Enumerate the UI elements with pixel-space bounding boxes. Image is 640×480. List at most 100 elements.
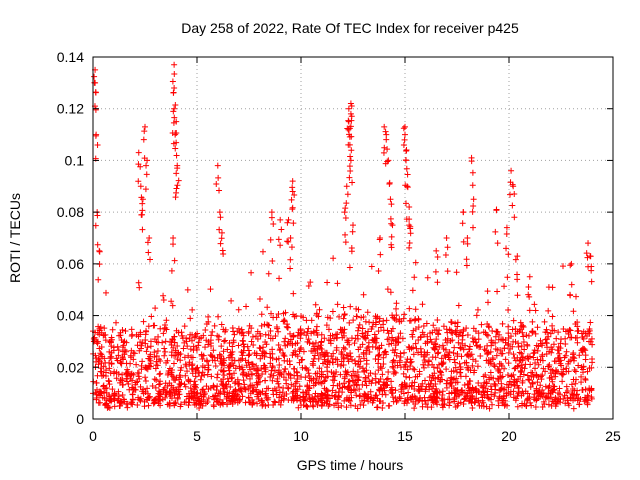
data-point bbox=[562, 328, 569, 335]
data-point bbox=[262, 402, 269, 409]
data-point bbox=[484, 288, 491, 295]
data-point bbox=[301, 397, 308, 404]
data-point bbox=[267, 236, 274, 243]
data-point bbox=[376, 345, 383, 352]
data-point bbox=[578, 364, 585, 371]
data-point bbox=[151, 336, 158, 343]
data-point bbox=[457, 363, 464, 370]
data-point bbox=[92, 132, 99, 139]
data-point bbox=[249, 333, 256, 340]
data-point bbox=[429, 329, 436, 336]
data-point bbox=[289, 184, 296, 191]
data-point bbox=[246, 322, 253, 329]
data-point bbox=[294, 369, 301, 376]
data-point bbox=[281, 353, 288, 360]
data-point-spike bbox=[285, 216, 292, 223]
data-point bbox=[259, 371, 266, 378]
data-point-spike bbox=[345, 118, 352, 125]
data-point bbox=[388, 340, 395, 347]
data-point bbox=[372, 335, 379, 342]
data-point bbox=[487, 369, 494, 376]
data-point bbox=[569, 391, 576, 398]
data-point bbox=[440, 323, 447, 330]
data-point bbox=[494, 347, 501, 354]
data-point bbox=[406, 244, 413, 251]
data-point bbox=[361, 334, 368, 341]
data-point bbox=[430, 322, 437, 329]
data-point bbox=[183, 363, 190, 370]
data-point bbox=[320, 360, 327, 367]
data-point bbox=[429, 372, 436, 379]
data-point bbox=[453, 387, 460, 394]
data-point bbox=[349, 356, 356, 363]
data-point bbox=[349, 228, 356, 235]
data-point bbox=[412, 306, 419, 313]
data-point bbox=[184, 343, 191, 350]
data-point bbox=[459, 387, 466, 394]
data-point bbox=[542, 336, 549, 343]
data-point bbox=[448, 327, 455, 334]
data-point bbox=[357, 401, 364, 408]
data-point bbox=[128, 326, 135, 333]
data-point bbox=[101, 355, 108, 362]
data-point bbox=[505, 381, 512, 388]
data-point bbox=[329, 387, 336, 394]
data-point bbox=[498, 361, 505, 368]
data-point bbox=[93, 386, 100, 393]
data-point bbox=[375, 360, 382, 367]
data-point bbox=[480, 389, 487, 396]
data-point bbox=[405, 389, 412, 396]
data-point bbox=[422, 386, 429, 393]
data-point bbox=[455, 302, 462, 309]
data-point bbox=[518, 362, 525, 369]
data-point bbox=[346, 319, 353, 326]
data-point bbox=[585, 263, 592, 270]
data-point bbox=[143, 365, 150, 372]
data-point bbox=[355, 306, 362, 313]
data-point bbox=[555, 354, 562, 361]
data-point-spike bbox=[381, 123, 388, 130]
data-point bbox=[178, 364, 185, 371]
data-point bbox=[211, 396, 218, 403]
data-point bbox=[316, 365, 323, 372]
data-point bbox=[545, 385, 552, 392]
data-point bbox=[262, 331, 269, 338]
data-point bbox=[260, 344, 267, 351]
data-point bbox=[375, 267, 382, 274]
data-point bbox=[420, 353, 427, 360]
data-point bbox=[190, 389, 197, 396]
data-point bbox=[195, 342, 202, 349]
data-point bbox=[582, 397, 589, 404]
data-point bbox=[323, 322, 330, 329]
data-point bbox=[569, 386, 576, 393]
data-point bbox=[173, 130, 180, 137]
data-point bbox=[582, 386, 589, 393]
data-point-spike bbox=[341, 209, 348, 216]
data-point bbox=[457, 344, 464, 351]
data-point bbox=[411, 405, 418, 412]
data-point bbox=[226, 362, 233, 369]
data-point bbox=[243, 303, 250, 310]
data-point bbox=[325, 336, 332, 343]
data-point bbox=[204, 399, 211, 406]
data-point bbox=[102, 289, 109, 296]
data-point bbox=[372, 344, 379, 351]
data-point bbox=[197, 400, 204, 407]
data-point bbox=[537, 382, 544, 389]
data-point bbox=[500, 386, 507, 393]
data-point bbox=[469, 384, 476, 391]
data-point bbox=[290, 311, 297, 318]
data-point bbox=[496, 393, 503, 400]
data-point bbox=[407, 230, 414, 237]
data-point bbox=[269, 362, 276, 369]
data-point bbox=[453, 368, 460, 375]
data-point bbox=[92, 106, 99, 113]
data-point bbox=[119, 355, 126, 362]
data-point bbox=[106, 381, 113, 388]
data-point bbox=[487, 396, 494, 403]
data-point bbox=[491, 362, 498, 369]
data-point bbox=[181, 323, 188, 330]
data-point bbox=[348, 102, 355, 109]
data-point bbox=[181, 354, 188, 361]
data-point bbox=[313, 398, 320, 405]
